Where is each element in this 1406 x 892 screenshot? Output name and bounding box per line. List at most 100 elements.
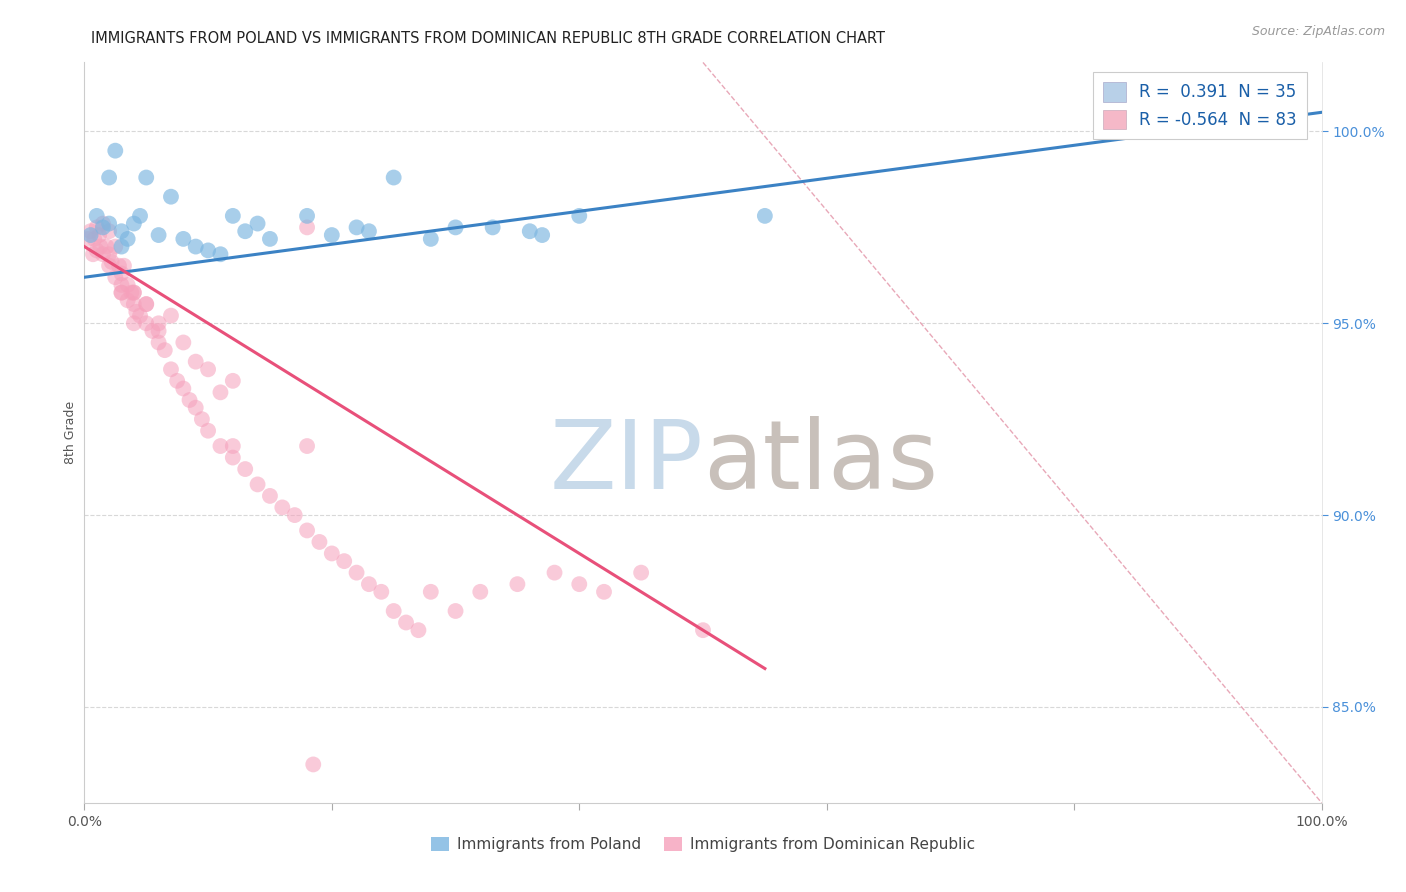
Point	[110, 285, 132, 300]
Point	[83, 232, 105, 246]
Point	[568, 209, 591, 223]
Point	[408, 623, 430, 637]
Point	[246, 217, 269, 231]
Point	[110, 239, 132, 253]
Point	[419, 584, 441, 599]
Point	[222, 209, 245, 223]
Point	[135, 170, 157, 185]
Point	[148, 316, 170, 330]
Point	[110, 285, 132, 300]
Point	[135, 297, 157, 311]
Point	[209, 439, 232, 453]
Legend: Immigrants from Poland, Immigrants from Dominican Republic: Immigrants from Poland, Immigrants from …	[425, 830, 981, 858]
Point	[86, 244, 108, 258]
Point	[91, 217, 114, 231]
Point	[321, 546, 343, 560]
Point	[295, 209, 318, 223]
Point	[470, 584, 492, 599]
Point	[91, 220, 114, 235]
Point	[110, 267, 132, 281]
Point	[117, 277, 139, 292]
Y-axis label: 8th Grade: 8th Grade	[65, 401, 77, 464]
Point	[295, 524, 318, 538]
Point	[754, 209, 776, 223]
Point	[568, 577, 591, 591]
Point	[395, 615, 418, 630]
Point	[357, 577, 380, 591]
Point	[86, 209, 108, 223]
Point	[98, 170, 121, 185]
Point	[108, 259, 131, 273]
Point	[148, 324, 170, 338]
Point	[197, 424, 219, 438]
Point	[148, 228, 170, 243]
Point	[86, 220, 108, 235]
Point	[79, 228, 101, 243]
Point	[259, 232, 281, 246]
Point	[110, 224, 132, 238]
Point	[122, 297, 145, 311]
Point	[321, 228, 343, 243]
Point	[122, 285, 145, 300]
Point	[160, 190, 183, 204]
Point	[184, 354, 207, 368]
Point	[122, 217, 145, 231]
Point	[166, 374, 188, 388]
Point	[519, 224, 541, 238]
Point	[284, 508, 307, 522]
Point	[333, 554, 356, 568]
Text: atlas: atlas	[703, 416, 938, 508]
Point	[122, 285, 145, 300]
Point	[117, 293, 139, 308]
Point	[209, 247, 232, 261]
Point	[104, 239, 127, 253]
Point	[104, 144, 127, 158]
Point	[77, 232, 100, 246]
Point	[370, 584, 392, 599]
Point	[91, 247, 114, 261]
Point	[382, 604, 405, 618]
Point	[135, 316, 157, 330]
Point	[444, 220, 467, 235]
Point	[96, 239, 118, 253]
Point	[172, 232, 194, 246]
Point	[89, 239, 111, 253]
Point	[308, 535, 330, 549]
Point	[112, 259, 135, 273]
Point	[148, 335, 170, 350]
Point	[153, 343, 176, 358]
Point	[692, 623, 714, 637]
Point	[98, 217, 121, 231]
Point	[141, 324, 163, 338]
Point	[184, 239, 207, 253]
Point	[593, 584, 616, 599]
Point	[481, 220, 503, 235]
Point	[104, 270, 127, 285]
Point	[630, 566, 652, 580]
Point	[98, 224, 121, 238]
Point	[117, 232, 139, 246]
Point	[346, 566, 368, 580]
Point	[79, 224, 101, 238]
Point	[233, 224, 256, 238]
Point	[259, 489, 281, 503]
Point	[222, 450, 245, 465]
Point	[110, 277, 132, 292]
Point	[543, 566, 565, 580]
Point	[98, 247, 121, 261]
Point	[506, 577, 529, 591]
Point	[172, 382, 194, 396]
Point	[444, 604, 467, 618]
Point	[89, 228, 111, 243]
Point	[160, 362, 183, 376]
Point	[122, 316, 145, 330]
Point	[209, 385, 232, 400]
Point	[184, 401, 207, 415]
Text: IMMIGRANTS FROM POLAND VS IMMIGRANTS FROM DOMINICAN REPUBLIC 8TH GRADE CORRELATI: IMMIGRANTS FROM POLAND VS IMMIGRANTS FRO…	[91, 31, 886, 46]
Point	[172, 335, 194, 350]
Point	[295, 439, 318, 453]
Point	[98, 259, 121, 273]
Point	[419, 232, 441, 246]
Point	[357, 224, 380, 238]
Point	[1261, 117, 1284, 131]
